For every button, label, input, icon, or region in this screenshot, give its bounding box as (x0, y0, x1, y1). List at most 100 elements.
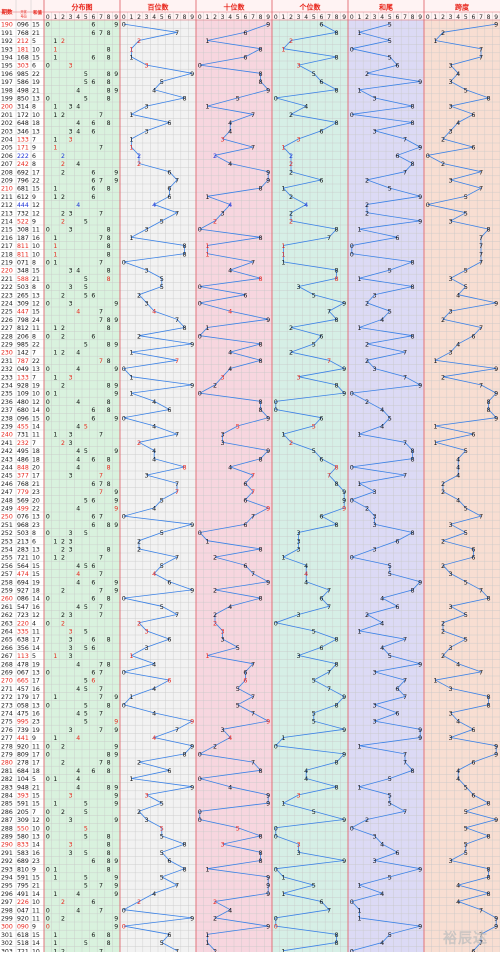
kd-value-mark: 6 (471, 947, 475, 952)
shi-value-mark: 8 (259, 185, 263, 193)
bai-value-mark: 0 (122, 906, 126, 914)
hw-value-mark: 9 (418, 734, 422, 742)
shi-value-mark: 9 (266, 792, 270, 800)
hw-value-mark: 4 (380, 316, 384, 324)
ge-value-mark: 7 (327, 669, 331, 677)
ge-value-mark: 2 (289, 160, 293, 168)
bai-value-mark: 8 (183, 865, 187, 873)
distribution-digit: 1 (53, 891, 57, 898)
distribution-digit: 9 (114, 383, 118, 390)
sum-cell: 10 (32, 112, 40, 119)
kd-value-mark: 8 (487, 398, 491, 406)
number-cell: 205 (17, 809, 29, 816)
number-cell: 441 (17, 735, 29, 742)
digit-header: 3 (69, 14, 73, 21)
distribution-digit: 8 (107, 661, 111, 668)
kd-value-mark: 5 (464, 193, 468, 201)
distribution-digit: 9 (114, 752, 118, 759)
shi-value-mark: 3 (221, 841, 225, 849)
hw-value-mark: 9 (418, 923, 422, 931)
sum-cell: 17 (32, 678, 40, 685)
bai-value-mark: 3 (145, 644, 149, 652)
period-cell: 262 (1, 612, 13, 619)
kd-value-mark: 4 (456, 455, 460, 463)
kd-value-mark: 3 (449, 62, 453, 70)
distribution-digit: 2 (61, 210, 65, 217)
bai-value-mark: 7 (175, 611, 179, 619)
period-cell: 223 (1, 292, 13, 299)
shi-value-mark: 5 (236, 95, 240, 103)
digit-header: 0 (198, 14, 202, 21)
shi-value-mark: 4 (228, 365, 232, 373)
distribution-digit: 2 (61, 153, 65, 160)
distribution-digit: 7 (99, 432, 103, 439)
sum-cell: 12 (32, 301, 40, 308)
distribution-digit: 6 (91, 481, 95, 488)
number-cell: 522 (17, 219, 29, 226)
hw-value-mark: 2 (365, 505, 369, 513)
number-cell: 086 (17, 596, 29, 603)
distribution-digit: 0 (46, 399, 50, 406)
number-cell: 356 (17, 645, 29, 652)
hw-value-mark: 9 (418, 382, 422, 390)
shi-value-mark: 8 (259, 455, 263, 463)
number-cell: 920 (17, 916, 29, 923)
number-cell: 226 (17, 899, 29, 906)
period-cell: 276 (1, 727, 13, 734)
hw-value-mark: 6 (395, 603, 399, 611)
kd-value-mark: 5 (464, 209, 468, 217)
bai-value-mark: 4 (152, 570, 156, 578)
hw-value-mark: 0 (350, 250, 354, 258)
kd-value-mark: 2 (441, 160, 445, 168)
distribution-digit: 6 (91, 456, 95, 463)
digit-header: 1 (205, 14, 209, 21)
distribution-digit: 3 (69, 301, 73, 308)
digit-header: 8 (335, 14, 339, 21)
distribution-digit: 0 (46, 809, 50, 816)
ge-value-mark: 2 (289, 37, 293, 45)
ge-value-mark: 3 (297, 611, 301, 619)
number-cell: 232 (17, 440, 29, 447)
shi-value-mark: 5 (236, 644, 240, 652)
number-cell: 723 (17, 612, 29, 619)
hw-value-mark: 8 (411, 160, 415, 168)
distribution-digit: 2 (61, 620, 65, 627)
number-cell: 591 (17, 801, 29, 808)
period-cell: 220 (1, 268, 13, 275)
sum-cell: 15 (32, 563, 40, 570)
ge-value-mark: 8 (335, 382, 339, 390)
period-cell: 253 (1, 538, 13, 545)
ge-value-mark: 7 (327, 685, 331, 693)
hw-value-mark: 7 (403, 136, 407, 144)
ge-value-mark: 8 (335, 86, 339, 94)
period-cell: 202 (1, 120, 13, 127)
distribution-digit: 7 (99, 358, 103, 365)
number-cell: 518 (17, 940, 29, 947)
digit-header: 0 (46, 14, 50, 21)
kd-value-mark: 7 (479, 45, 483, 53)
number-cell: 495 (17, 448, 29, 455)
ge-value-mark: 2 (289, 218, 293, 226)
number-cell: 833 (17, 842, 29, 849)
shi-value-mark: 7 (251, 759, 255, 767)
sum-cell: 12 (32, 612, 40, 619)
distribution-digit: 9 (114, 916, 118, 923)
hw-value-mark: 5 (388, 800, 392, 808)
distribution-digit: 9 (114, 801, 118, 808)
kd-value-mark: 7 (479, 669, 483, 677)
distribution-digit: 9 (114, 694, 118, 701)
kd-value-mark: 3 (449, 734, 453, 742)
distribution-digit: 9 (114, 317, 118, 324)
distribution-digit: 6 (91, 563, 95, 570)
sum-cell: 7 (32, 137, 36, 144)
distribution-digit: 8 (107, 71, 111, 78)
digit-header: 6 (243, 14, 247, 21)
hw-value-mark: 3 (373, 546, 377, 554)
shi-value-mark: 5 (236, 685, 240, 693)
distribution-digit: 5 (84, 71, 88, 78)
hw-value-mark: 3 (373, 95, 377, 103)
shi-value-mark: 4 (228, 783, 232, 791)
ge-value-mark: 1 (281, 554, 285, 562)
bai-value-mark: 8 (183, 751, 187, 759)
sum-cell: 20 (32, 465, 40, 472)
